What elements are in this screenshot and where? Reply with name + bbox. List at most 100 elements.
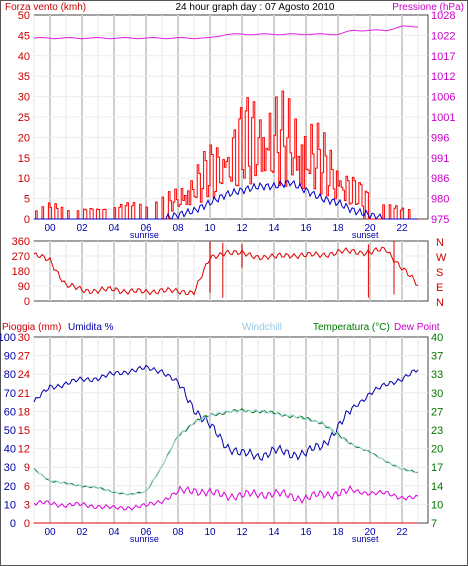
direction-tick-label: 0 xyxy=(24,296,30,308)
direction-tick-label: 360 xyxy=(12,236,30,248)
compass-label: S xyxy=(436,267,443,279)
pressure-tick-label: 1022 xyxy=(431,30,455,42)
temperature-tick-label: 10 xyxy=(431,499,443,511)
rain-tick-label: 18 xyxy=(18,406,30,418)
pressure-tick-label: 1006 xyxy=(431,92,455,104)
x-tick-label: 00 xyxy=(44,527,56,538)
wind-tick-label: 10 xyxy=(18,173,30,185)
rain-tick-label: 15 xyxy=(18,425,30,437)
pressure-tick-label: 1012 xyxy=(431,71,455,83)
x-tick-label: 04 xyxy=(108,527,120,538)
x-tick-label: 10 xyxy=(204,223,216,234)
pressure-tick-label: 991 xyxy=(431,153,449,165)
rain-tick-label: 3 xyxy=(24,499,30,511)
wind-tick-label: 50 xyxy=(18,10,30,22)
wind-direction-line xyxy=(33,246,419,296)
wind-tick-label: 35 xyxy=(18,71,30,83)
direction-tick-label: 270 xyxy=(12,251,30,263)
x-tick-label: 06 xyxy=(140,223,152,234)
x-tick-label: 02 xyxy=(76,223,88,234)
x-tick-label: 16 xyxy=(300,527,312,538)
sunrise-label: sunrise xyxy=(130,534,159,544)
compass-label: E xyxy=(436,282,443,294)
sunrise-label: sunrise xyxy=(130,230,159,240)
rain-tick-label: 6 xyxy=(24,481,30,493)
wind-tick-label: 20 xyxy=(18,132,30,144)
wind-tick-label: 40 xyxy=(18,51,30,63)
rain-tick-label: 24 xyxy=(18,369,30,381)
x-tick-label: 08 xyxy=(172,527,184,538)
humidity-tick-label: 50 xyxy=(4,425,16,437)
x-tick-label: 18 xyxy=(332,223,344,234)
sunset-label: sunset xyxy=(352,230,379,240)
wind-axis-label: Forza vento (kmh) xyxy=(5,2,86,13)
sunset-label: sunset xyxy=(352,534,379,544)
rain-tick-label: 0 xyxy=(24,518,30,530)
temperature-tick-label: 23 xyxy=(431,425,443,437)
dewpoint-legend: Dew Point xyxy=(394,322,440,333)
rain-tick-label: 27 xyxy=(18,351,30,363)
temperature-tick-label: 7 xyxy=(431,518,437,530)
temperature-tick-label: 14 xyxy=(431,481,443,493)
wind-tick-label: 5 xyxy=(24,194,30,206)
temperature-tick-label: 40 xyxy=(431,332,443,344)
compass-label: W xyxy=(436,252,447,264)
humidity-tick-label: 0 xyxy=(10,518,16,530)
x-tick-label: 18 xyxy=(332,527,344,538)
pressure-tick-label: 1028 xyxy=(431,10,455,22)
wind-tick-label: 25 xyxy=(18,112,30,124)
temperature-legend: Temperatura (°C) xyxy=(313,322,390,333)
pressure-axis-label: Pressione (hPa) xyxy=(392,2,464,13)
compass-label: N xyxy=(436,237,444,249)
humidity-tick-label: 80 xyxy=(4,369,16,381)
x-tick-label: 12 xyxy=(236,223,248,234)
x-tick-label: 00 xyxy=(44,223,56,234)
humidity-tick-label: 30 xyxy=(4,462,16,474)
humidity-tick-label: 70 xyxy=(4,388,16,400)
pressure-line xyxy=(33,25,419,40)
rain-axis-label: Pioggia (mm) xyxy=(2,322,61,333)
wind-tick-label: 0 xyxy=(24,214,30,226)
x-tick-label: 16 xyxy=(300,223,312,234)
x-tick-label: 08 xyxy=(172,223,184,234)
humidity-tick-label: 10 xyxy=(4,499,16,511)
humidity-tick-label: 100 xyxy=(0,332,16,344)
temperature-tick-label: 20 xyxy=(431,444,443,456)
rain-tick-label: 12 xyxy=(18,444,30,456)
x-tick-label: 04 xyxy=(108,223,120,234)
x-tick-label: 02 xyxy=(76,527,88,538)
rain-tick-label: 30 xyxy=(18,332,30,344)
chart-title: 24 hour graph day : 07 Agosto 2010 xyxy=(175,2,334,13)
wind-tick-label: 30 xyxy=(18,92,30,104)
compass-label: N xyxy=(436,297,444,309)
humidity-tick-label: 90 xyxy=(4,351,16,363)
wind-gust-line xyxy=(34,90,420,220)
x-tick-label: 10 xyxy=(204,527,216,538)
wind-average-line xyxy=(34,179,418,220)
pressure-tick-label: 996 xyxy=(431,132,449,144)
x-tick-label: 14 xyxy=(268,223,280,234)
x-tick-label: 22 xyxy=(396,223,408,234)
pressure-tick-label: 1001 xyxy=(431,112,455,124)
humidity-tick-label: 60 xyxy=(4,406,16,418)
windchill-line xyxy=(33,409,419,496)
direction-tick-label: 180 xyxy=(12,266,30,278)
wind-tick-label: 15 xyxy=(18,153,30,165)
x-tick-label: 14 xyxy=(268,527,280,538)
temperature-tick-label: 30 xyxy=(431,388,443,400)
pressure-tick-label: 1017 xyxy=(431,51,455,63)
x-tick-label: 06 xyxy=(140,527,152,538)
x-tick-label: 12 xyxy=(236,527,248,538)
windchill-legend: Windchill xyxy=(242,322,282,333)
x-tick-label: 22 xyxy=(396,527,408,538)
pressure-tick-label: 975 xyxy=(431,214,449,226)
humidity-line xyxy=(33,364,419,462)
x-tick-label: 20 xyxy=(364,527,376,538)
humidity-tick-label: 40 xyxy=(4,444,16,456)
temperature-tick-label: 17 xyxy=(431,462,443,474)
dewpoint-line xyxy=(33,484,419,511)
pressure-tick-label: 986 xyxy=(431,173,449,185)
wind-tick-label: 45 xyxy=(18,30,30,42)
temperature-tick-label: 37 xyxy=(431,351,443,363)
